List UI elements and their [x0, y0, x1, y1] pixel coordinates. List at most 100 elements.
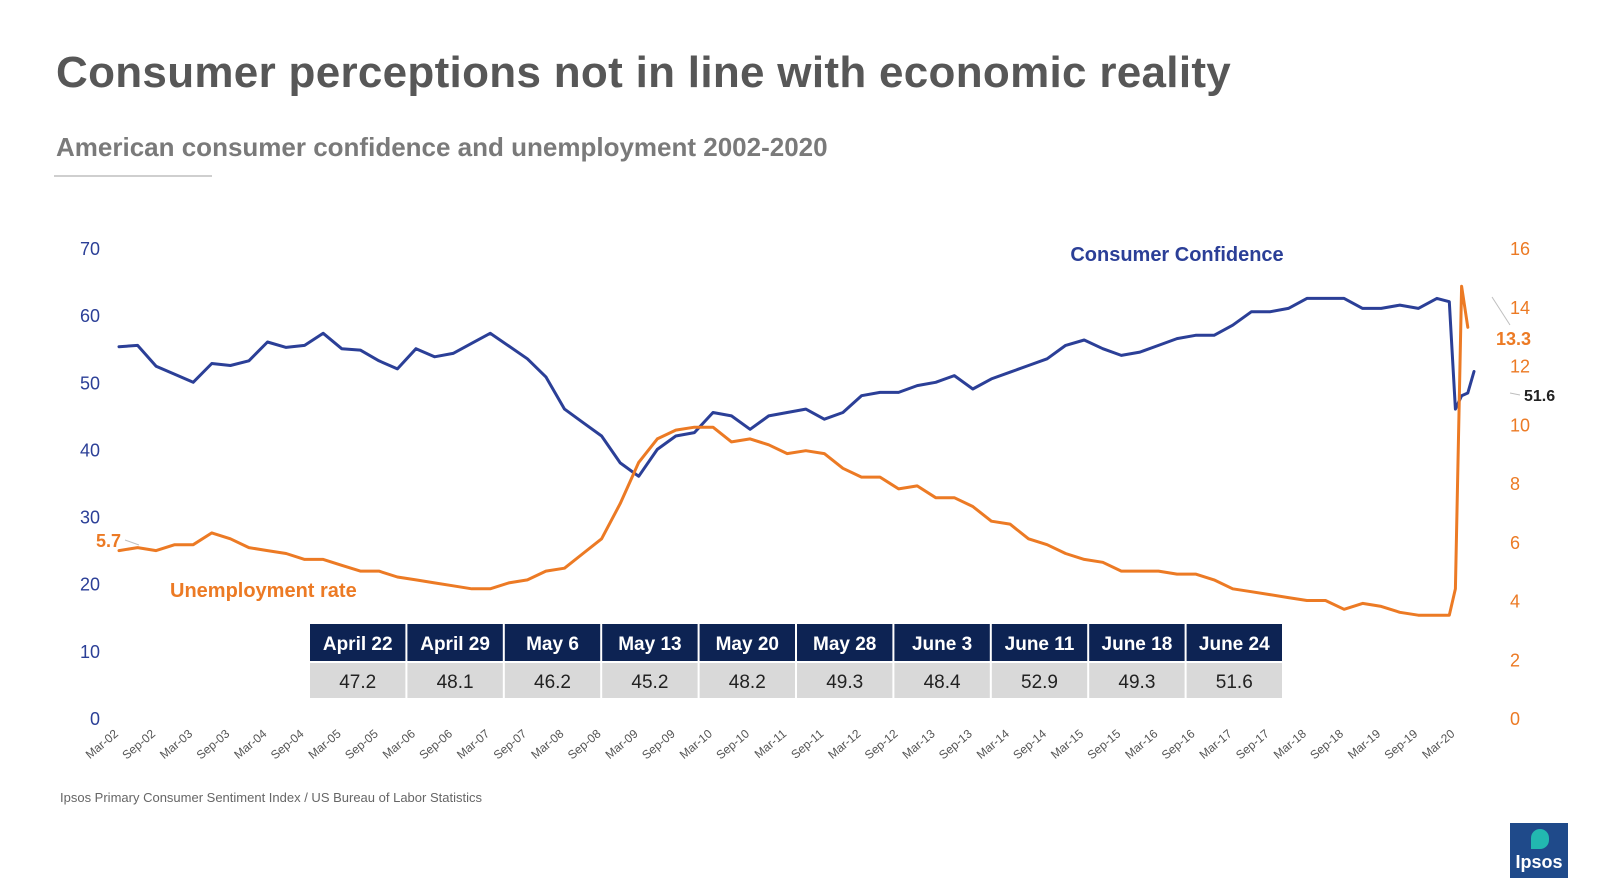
- confidence-point: [1083, 339, 1085, 341]
- confidence-point: [675, 435, 677, 437]
- confidence-point: [1139, 351, 1141, 353]
- ipsos-logo: Ipsos: [1510, 823, 1568, 878]
- confidence-point: [860, 394, 863, 397]
- left-axis-tick-label: 60: [80, 306, 100, 326]
- unemployment-point: [823, 452, 826, 455]
- unemployment-point: [508, 582, 510, 584]
- confidence-point: [1473, 370, 1475, 373]
- unemployment-point: [916, 485, 918, 487]
- confidence-point: [1306, 297, 1308, 300]
- table-header-cell: [1186, 624, 1282, 661]
- confidence-point: [415, 347, 417, 350]
- table-date-label: June 24: [1199, 634, 1270, 655]
- confidence-point: [229, 364, 232, 367]
- confidence-point: [897, 391, 900, 394]
- confidence-point: [378, 360, 380, 362]
- unemployment-point: [396, 576, 399, 578]
- unemployment-point: [1287, 596, 1290, 599]
- x-axis-tick-label: Mar-16: [1122, 726, 1160, 761]
- unemployment-point: [229, 538, 232, 540]
- x-axis-tick-label: Mar-07: [454, 726, 492, 761]
- unemployment-point: [1250, 590, 1253, 593]
- table-value-label: 47.2: [339, 672, 376, 693]
- table-header-cell: [797, 624, 893, 661]
- right-axis-tick-label: 8: [1510, 474, 1520, 494]
- x-axis-tick-label: Sep-02: [119, 726, 158, 762]
- table-value-label: 49.3: [1118, 672, 1155, 693]
- unemployment-point: [1064, 552, 1067, 555]
- confidence-point: [990, 378, 993, 380]
- unemployment-point: [1436, 614, 1438, 616]
- confidence-point: [118, 345, 120, 348]
- unemployment-point: [173, 543, 176, 546]
- x-axis-tick-label: Mar-19: [1345, 726, 1383, 761]
- confidence-point: [1176, 337, 1178, 340]
- left-axis-tick-label: 20: [80, 575, 100, 595]
- unemployment-point: [1213, 579, 1215, 581]
- unemployment-point: [1460, 285, 1463, 288]
- unemployment-point: [1324, 599, 1327, 602]
- unemployment-point: [452, 585, 454, 587]
- table-header-cell: [602, 624, 698, 661]
- source-note: Ipsos Primary Consumer Sentiment Index /…: [60, 790, 482, 805]
- confidence-point: [1120, 354, 1123, 357]
- unemployment-point: [433, 582, 436, 584]
- unemployment-point: [656, 438, 659, 440]
- unemployment-point: [192, 543, 194, 546]
- confidence-series-label: Consumer Confidence: [1070, 244, 1283, 266]
- confidence-point: [786, 411, 788, 414]
- unemployment-point: [1454, 588, 1457, 590]
- right-axis-tick-label: 4: [1510, 592, 1520, 612]
- unemployment-point: [1083, 558, 1085, 561]
- chart-subtitle: American consumer confidence and unemplo…: [56, 132, 828, 162]
- unemployment-point: [600, 538, 603, 540]
- unemployment-point: [619, 502, 621, 505]
- confidence-point: [1102, 347, 1104, 350]
- x-axis-tick-label: Sep-18: [1307, 726, 1346, 762]
- right-axis-tick-label: 14: [1510, 298, 1530, 318]
- confidence-point: [322, 332, 325, 335]
- confidence-point: [1467, 392, 1469, 394]
- left-axis-tick-label: 30: [80, 508, 100, 528]
- table-header-cell: [1089, 624, 1185, 661]
- confidence-point: [489, 332, 492, 335]
- x-axis-tick-label: Mar-13: [900, 726, 938, 761]
- confidence-point: [619, 462, 621, 464]
- unemployment-point: [767, 444, 770, 446]
- confidence-point: [303, 344, 306, 347]
- x-axis-tick-label: Sep-15: [1085, 726, 1124, 762]
- unemployment-point: [378, 570, 380, 572]
- left-axis-tick-label: 50: [80, 373, 100, 393]
- unemployment-point: [1269, 593, 1271, 596]
- confidence-point: [1194, 334, 1197, 337]
- x-axis-tick-label: Sep-11: [788, 726, 826, 761]
- confidence-point: [656, 448, 659, 451]
- unemployment-point: [860, 476, 863, 478]
- x-axis-tick-label: Mar-17: [1197, 726, 1235, 761]
- confidence-point: [1269, 311, 1271, 313]
- unemployment-point: [693, 426, 696, 429]
- table-date-label: April 22: [323, 634, 393, 655]
- confidence-point: [1454, 408, 1457, 410]
- x-axis-tick-label: Sep-10: [713, 726, 752, 762]
- unemployment-point: [637, 461, 640, 464]
- confidence-point: [136, 344, 139, 347]
- confidence-point: [173, 373, 176, 376]
- unemployment-point: [155, 549, 157, 552]
- unemployment-point: [786, 452, 788, 455]
- x-axis-tick-label: Sep-12: [862, 726, 901, 762]
- x-axis-tick-label: Mar-15: [1048, 726, 1086, 761]
- unemployment-point: [1467, 326, 1469, 329]
- table-value-cell: [797, 663, 893, 698]
- confidence-point: [916, 384, 918, 387]
- x-axis-tick-label: Mar-11: [752, 726, 790, 761]
- confidence-point: [1287, 307, 1290, 310]
- confidence-point: [1417, 307, 1420, 310]
- confidence-point: [1250, 311, 1253, 313]
- x-axis-tick-label: Mar-08: [528, 726, 566, 761]
- subtitle-underline: [54, 175, 212, 177]
- confidence-point: [508, 345, 510, 347]
- confidence-point: [1231, 324, 1234, 327]
- unemployment-point: [545, 570, 547, 572]
